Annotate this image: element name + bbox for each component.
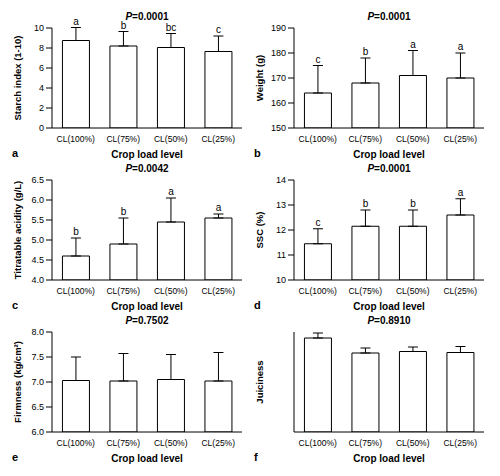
svg-text:a: a: [458, 187, 464, 198]
svg-text:14: 14: [276, 175, 286, 185]
svg-text:b: b: [121, 206, 127, 217]
html-text:e: e: [12, 451, 19, 463]
svg-text:CL(25%): CL(25%): [443, 438, 477, 448]
svg-text:5.5: 5.5: [31, 215, 44, 225]
svg-text:6.5: 6.5: [31, 402, 44, 412]
svg-text:6.0: 6.0: [31, 195, 44, 205]
svg-text:6: 6: [39, 63, 44, 73]
svg-text:10: 10: [34, 23, 44, 33]
html-text:d: d: [254, 299, 261, 311]
svg-text:a: a: [73, 16, 79, 27]
svg-text:b: b: [363, 198, 369, 209]
svg-text:7.0: 7.0: [31, 377, 44, 387]
svg-text:CL(100%): CL(100%): [57, 286, 95, 296]
html-text:P =0.0001: P =0.0001: [367, 11, 411, 22]
svg-text:Titratable acidity (g/L): Titratable acidity (g/L): [12, 181, 23, 280]
svg-text:b: b: [410, 198, 416, 209]
html-text:P =0.8910: P =0.8910: [367, 315, 411, 326]
svg-text:CL(50%): CL(50%): [396, 286, 430, 296]
svg-text:6.5: 6.5: [31, 175, 44, 185]
svg-text:CL(100%): CL(100%): [299, 286, 337, 296]
svg-text:10: 10: [276, 275, 286, 285]
svg-text:6.0: 6.0: [31, 427, 44, 437]
svg-text:CL(75%): CL(75%): [106, 286, 140, 296]
svg-text:CL(50%): CL(50%): [154, 286, 188, 296]
svg-text:Weight (g): Weight (g): [254, 55, 265, 101]
svg-text:CL(25%): CL(25%): [201, 134, 235, 144]
svg-text:b: b: [363, 46, 369, 57]
svg-text:CL(25%): CL(25%): [201, 438, 235, 448]
svg-text:5.0: 5.0: [31, 235, 44, 245]
svg-text:b: b: [120, 19, 127, 31]
svg-text:Crop load level: Crop load level: [111, 301, 183, 312]
svg-text:CL(100%): CL(100%): [57, 134, 95, 144]
svg-text:CL(25%): CL(25%): [443, 134, 477, 144]
svg-text:c: c: [315, 54, 320, 65]
svg-text:CL(50%): CL(50%): [154, 134, 188, 144]
html-text:P =0.0001: P =0.0001: [367, 163, 411, 174]
svg-text:CL(75%): CL(75%): [348, 286, 382, 296]
svg-text:CL(100%): CL(100%): [299, 134, 337, 144]
svg-text:bc: bc: [166, 22, 177, 33]
svg-text:a: a: [410, 39, 416, 50]
svg-text:11: 11: [277, 250, 286, 260]
svg-text:Starch index (1-10): Starch index (1-10): [12, 36, 23, 121]
html-text:P =0.0001: P =0.0001: [125, 11, 169, 22]
svg-text:Firmness (kg/cm²): Firmness (kg/cm²): [12, 341, 23, 423]
svg-text:CL(50%): CL(50%): [396, 438, 430, 448]
svg-text:a: a: [458, 41, 464, 52]
svg-text:180: 180: [271, 48, 286, 58]
svg-text:2: 2: [39, 103, 44, 113]
svg-text:4.0: 4.0: [31, 275, 44, 285]
svg-text:12: 12: [276, 225, 286, 235]
svg-text:8.0: 8.0: [31, 327, 44, 337]
svg-text:CL(25%): CL(25%): [443, 286, 477, 296]
html-text:b: b: [254, 147, 261, 159]
svg-text:c: c: [216, 24, 221, 35]
svg-text:CL(75%): CL(75%): [106, 438, 140, 448]
svg-text:CL(75%): CL(75%): [348, 134, 382, 144]
svg-text:160: 160: [271, 98, 286, 108]
svg-text:Crop load level: Crop load level: [111, 149, 183, 160]
svg-text:CL(100%): CL(100%): [57, 438, 95, 448]
svg-text:8: 8: [39, 43, 44, 53]
svg-text:a: a: [216, 202, 222, 213]
svg-text:Crop load level: Crop load level: [353, 453, 425, 464]
svg-text:170: 170: [271, 73, 286, 83]
svg-text:13: 13: [276, 200, 286, 210]
svg-text:a: a: [168, 186, 174, 197]
svg-text:Crop load level: Crop load level: [353, 301, 425, 312]
svg-text:CL(50%): CL(50%): [154, 438, 188, 448]
svg-text:0: 0: [39, 123, 44, 133]
svg-text:CL(50%): CL(50%): [396, 134, 430, 144]
svg-text:150: 150: [271, 123, 286, 133]
svg-text:SSC (%): SSC (%): [254, 212, 265, 249]
svg-text:190: 190: [271, 23, 286, 33]
svg-text:c: c: [315, 217, 320, 228]
svg-text:Crop load level: Crop load level: [353, 149, 425, 160]
svg-text:4.5: 4.5: [31, 255, 44, 265]
svg-text:4: 4: [39, 83, 44, 93]
svg-text:CL(25%): CL(25%): [201, 286, 235, 296]
svg-text:CL(100%): CL(100%): [299, 438, 337, 448]
svg-text:Crop load level: Crop load level: [111, 453, 183, 464]
html-text:c: c: [12, 299, 19, 311]
html-text:P =0.0042: P =0.0042: [125, 163, 169, 174]
svg-text:CL(75%): CL(75%): [106, 134, 140, 144]
svg-text:b: b: [73, 226, 79, 237]
svg-text:Juiciness: Juiciness: [254, 360, 265, 403]
html-text:f: f: [254, 451, 258, 463]
html-text:P =0.7502: P =0.7502: [125, 315, 169, 326]
svg-text:CL(75%): CL(75%): [348, 438, 382, 448]
html-text:a: a: [12, 147, 19, 159]
svg-text:7.5: 7.5: [31, 352, 44, 362]
